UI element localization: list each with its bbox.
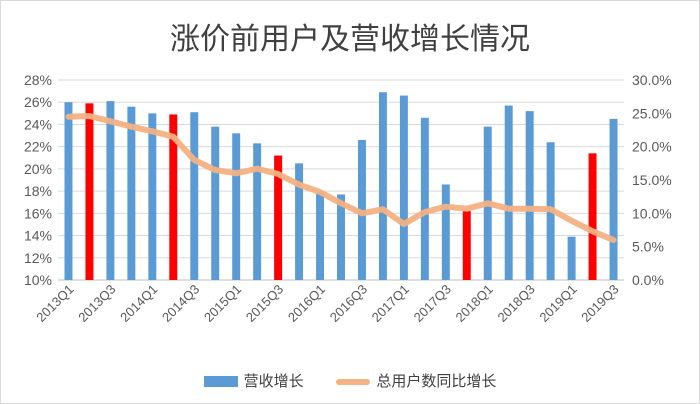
x-tick-label: 2019Q1 [536,282,579,325]
x-tick-label: 2014Q1 [117,282,160,325]
bar [462,211,471,280]
x-tick-label: 2016Q1 [285,282,328,325]
y-left-tick-label: 24% [24,116,52,132]
bar [316,192,325,280]
y-left-tick-label: 14% [24,228,52,244]
bar [337,194,345,280]
x-tick-label: 2014Q3 [159,282,202,325]
bar [588,153,597,280]
legend-swatch-bar [203,376,238,387]
bar [127,106,136,281]
chart-title: 涨价前用户及营收增长情况 [170,22,530,57]
bar [148,113,157,280]
x-tick-label: 2018Q1 [453,282,496,325]
y-left-tick-label: 22% [24,139,52,155]
bar [64,102,73,280]
legend-label-revenue: 营收增长 [243,372,304,390]
bar [253,143,262,280]
line-series [65,113,617,243]
x-tick-label: 2013Q1 [33,282,76,325]
legend-item-users: 总用户数同比增长 [336,370,496,391]
legend-item-revenue: 营收增长 [203,370,304,391]
bar [525,111,534,280]
x-tick-label: 2017Q1 [369,282,412,325]
bar [211,126,220,281]
bar [420,117,429,281]
legend-label-users: 总用户数同比增长 [376,372,497,390]
bar [504,105,513,280]
x-tick-label: 2013Q3 [75,282,118,325]
legend-swatch-line [336,378,371,385]
bar [190,112,199,280]
x-tick-label: 2015Q3 [243,282,286,325]
y-axis-right: 0.0% 5.0% 10.0% 15.0% 20.0% 25.0% 30.0% [632,72,672,288]
y-right-tick-label: 0.0% [632,272,664,288]
x-tick-label: 2019Q3 [578,282,621,325]
x-tick-label: 2018Q3 [494,282,537,325]
y-left-tick-label: 20% [24,161,52,177]
bar [609,118,618,280]
bar [169,114,178,280]
y-left-tick-label: 16% [24,205,52,221]
y-left-tick-label: 28% [24,72,52,88]
bar [378,92,387,280]
bar [85,103,94,280]
y-left-tick-label: 26% [24,94,52,110]
x-axis: 2013Q12013Q32014Q12014Q32015Q12015Q32016… [33,282,621,325]
bar [106,101,115,280]
bar [295,163,304,280]
legend: 营收增长 总用户数同比增长 [0,370,700,391]
bar [441,184,450,280]
line-users-growth [65,113,617,243]
bar [567,236,576,280]
y-left-tick-label: 10% [24,272,52,288]
y-right-tick-label: 30.0% [632,72,672,88]
y-right-tick-label: 10.0% [632,205,672,221]
y-left-tick-label: 12% [24,250,52,266]
x-tick-label: 2017Q3 [411,282,454,325]
bar [232,133,241,280]
y-right-tick-label: 25.0% [632,105,672,121]
bar-series [64,92,618,281]
y-right-tick-label: 5.0% [632,239,664,255]
x-tick-label: 2016Q3 [327,282,370,325]
bar [399,95,408,280]
y-right-tick-label: 15.0% [632,172,672,188]
x-tick-label: 2015Q1 [201,282,244,325]
bar [274,155,283,280]
y-right-tick-label: 20.0% [632,139,672,155]
y-left-tick-label: 18% [24,183,52,199]
y-axis-left: 10% 12% 14% 16% 18% 20% 22% 24% 26% 28% [24,72,52,288]
